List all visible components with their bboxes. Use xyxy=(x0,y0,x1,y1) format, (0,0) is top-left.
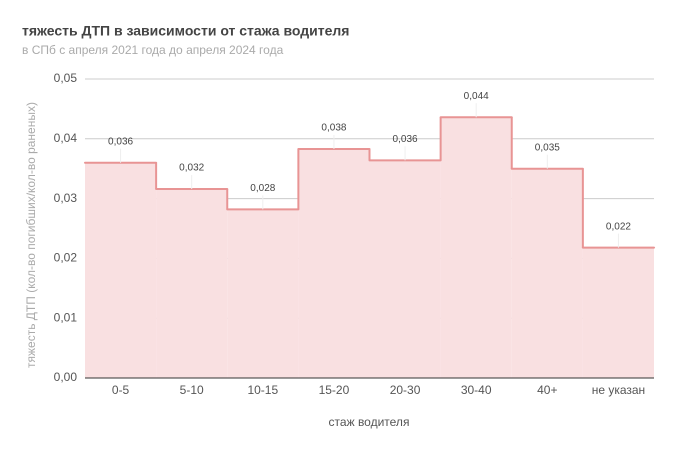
chart-subtitle: в СПб с апреля 2021 года до апреля 2024 … xyxy=(22,43,284,57)
value-label: 0,036 xyxy=(393,134,418,145)
x-tick-label: 40+ xyxy=(537,383,557,397)
y-tick-label: 0,04 xyxy=(54,131,78,145)
area-step xyxy=(369,160,441,378)
y-tick-label: 0,05 xyxy=(54,71,78,85)
area-step xyxy=(582,247,654,378)
x-axis-label: стаж водителя xyxy=(329,415,410,429)
value-label: 0,022 xyxy=(606,221,631,232)
y-tick-label: 0,03 xyxy=(54,191,78,205)
area-step xyxy=(298,148,370,378)
value-label: 0,035 xyxy=(535,142,560,153)
y-tick-label: 0,01 xyxy=(54,310,78,324)
y-axis-label: тяжесть ДТП (кол-во погибших/кол-во ране… xyxy=(24,102,38,368)
x-tick-label: 30-40 xyxy=(461,383,492,397)
x-tick-label: 15-20 xyxy=(319,383,350,397)
x-tick-label: 20-30 xyxy=(390,383,421,397)
x-tick-label: 10-15 xyxy=(247,383,278,397)
y-tick-label: 0,02 xyxy=(54,251,78,265)
area-step xyxy=(85,162,157,378)
value-label: 0,038 xyxy=(321,123,346,134)
area-step xyxy=(511,168,583,378)
value-label: 0,036 xyxy=(108,136,133,147)
x-tick-label: 0-5 xyxy=(112,383,130,397)
x-tick-label: не указан xyxy=(592,383,646,397)
y-tick-label: 0,00 xyxy=(54,370,78,384)
area-step xyxy=(440,117,512,378)
x-tick-label: 5-10 xyxy=(180,383,204,397)
value-label: 0,044 xyxy=(464,91,489,102)
value-label: 0,028 xyxy=(250,183,275,194)
value-label: 0,032 xyxy=(179,163,204,174)
area-step xyxy=(227,209,299,378)
chart-title: тяжесть ДТП в зависимости от стажа водит… xyxy=(22,23,349,39)
area-step xyxy=(156,189,228,378)
